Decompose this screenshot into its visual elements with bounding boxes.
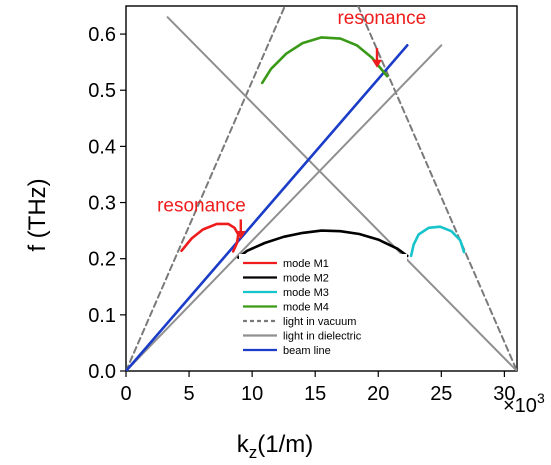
series-line-light-in-dielectric xyxy=(166,16,517,371)
legend-entry-label: mode M3 xyxy=(283,287,329,299)
legend-entry-label: light in vacuum xyxy=(283,316,356,328)
legend-entry-label: light in dielectric xyxy=(283,331,362,343)
legend-entry-label: mode M1 xyxy=(283,258,329,270)
annotation-arrow-head xyxy=(371,59,382,68)
y-tick-label: 0.5 xyxy=(88,80,116,102)
x-axis-title-unit: (1/m) xyxy=(257,431,313,458)
x-axis-multiplier-base: ×10 xyxy=(503,395,537,417)
series-line-mode-m2 xyxy=(237,229,409,259)
series-line-light-in-vacuum xyxy=(357,6,517,371)
y-tick-label: 0.3 xyxy=(88,193,116,215)
x-axis-multiplier: ×103 xyxy=(503,390,545,417)
series-line-mode-m1 xyxy=(180,222,240,253)
x-tick-label: 30 xyxy=(493,383,515,405)
series-line-light-in-vacuum xyxy=(126,6,286,371)
x-axis-title: kz(1/m) xyxy=(237,431,314,462)
x-tick-label: 25 xyxy=(430,383,452,405)
series-line-mode-m4 xyxy=(260,36,389,85)
series-line-light-in-dielectric xyxy=(126,44,443,371)
x-tick-label: 20 xyxy=(367,383,389,405)
y-tick-label: 0.4 xyxy=(88,136,116,158)
y-axis-title: f (THz) xyxy=(24,178,51,251)
x-axis-multiplier-exp: 3 xyxy=(537,390,545,406)
annotation-arrow-head xyxy=(235,231,246,240)
legend-entry-label: mode M2 xyxy=(283,273,329,285)
y-tick-label: 0.0 xyxy=(88,361,116,383)
x-tick-label: 0 xyxy=(120,383,131,405)
series-line-mode-m3 xyxy=(409,225,466,258)
x-axis-title-main: k xyxy=(237,431,250,458)
legend-entry-label: mode M4 xyxy=(283,302,329,314)
x-axis-title-sub: z xyxy=(249,443,258,462)
y-tick-label: 0.2 xyxy=(88,249,116,271)
x-tick-label: 5 xyxy=(184,383,195,405)
annotation-label: resonance xyxy=(337,8,426,29)
x-tick-label: 15 xyxy=(304,383,326,405)
x-tick-label: 10 xyxy=(241,383,263,405)
series-line-beam-line xyxy=(126,44,409,371)
plot-frame xyxy=(125,5,518,372)
y-tick-label: 0.1 xyxy=(88,305,116,327)
legend-entry-label: beam line xyxy=(283,345,331,357)
annotation-label: resonance xyxy=(157,196,246,217)
y-tick-label: 0.6 xyxy=(88,24,116,46)
